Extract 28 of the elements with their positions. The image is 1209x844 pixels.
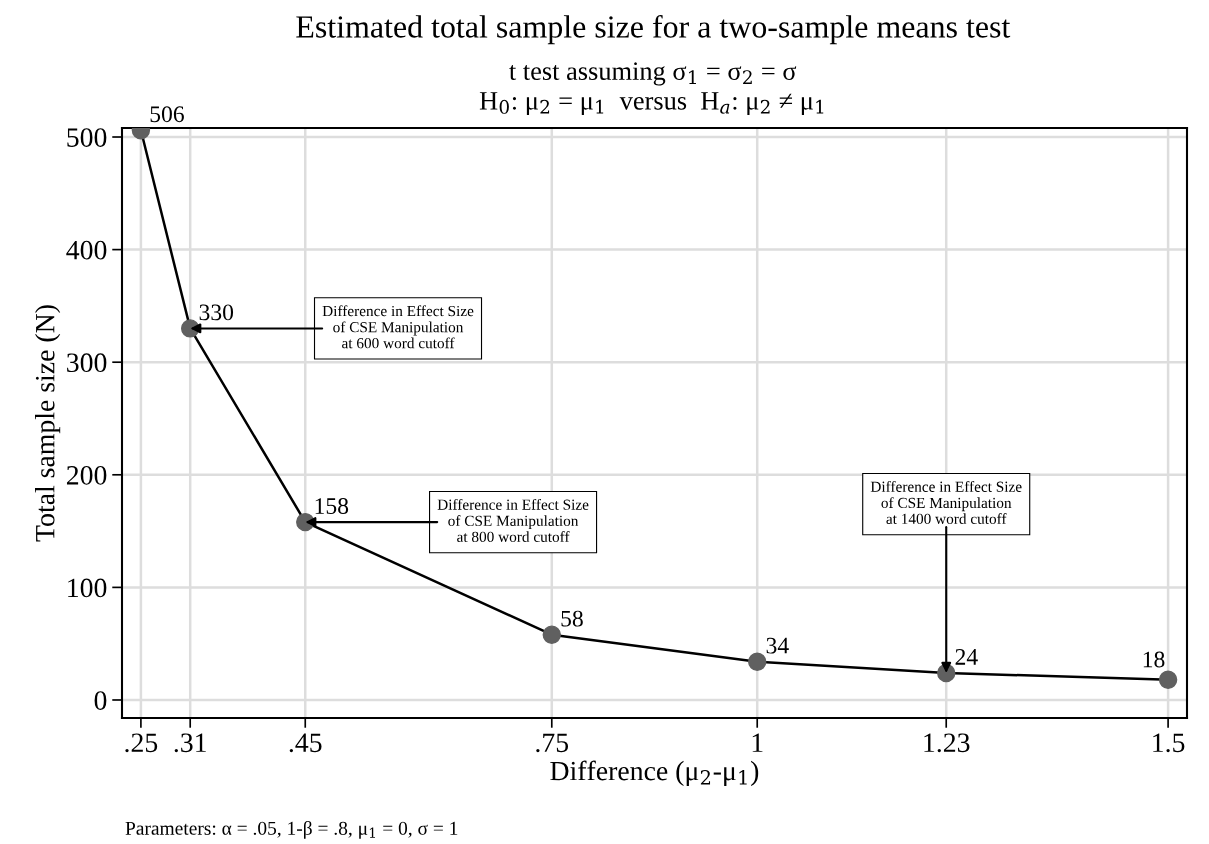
x-axis-title: Difference (μ$_{2}$-μ$_{1}$) (550, 760, 759, 787)
x-tick-label: 1 (752, 733, 763, 752)
data-label: 158 (315, 498, 349, 514)
annotation: Difference in Effect Size of CSE Manipulation at 1400 word cutoff (870, 480, 1022, 525)
data-label: 330 (199, 304, 234, 321)
x-tick-label: .45 (289, 733, 322, 753)
chart-title: Estimated total sample size for a two-sample means test (296, 14, 1011, 45)
x-tick-label: 1.5 (1153, 733, 1185, 753)
y-tick-label: 200 (66, 465, 107, 485)
annotation: Difference in Effect Size of CSE Manipulation at 800 word cutoff (437, 498, 589, 542)
y-tick-label: 300 (67, 353, 107, 373)
data-label: 18 (1143, 651, 1165, 668)
x-tick-label: .31 (174, 733, 206, 753)
text: Parameters: α = .05, 1-β = .8, μ$_{1}$ = 0, σ = 1 (125, 820, 458, 839)
y-tick-label: 100 (68, 578, 107, 598)
data-label: 34 (766, 637, 789, 654)
x-tick-label: .25 (125, 733, 158, 753)
x-tick-label: 1.23 (924, 733, 970, 753)
text: t test assuming σ$_{1}$ = σ$_{2}$ = σ H$_{0}$: μ$_{2}$ = μ$_{1}$ versus H$_{a}$: μ$_{2}$ ≠ μ$_{1}$ (479, 62, 824, 116)
annotation: Difference in Effect Size of CSE Manipulation at 600 word cutoff (322, 305, 474, 349)
data-label: 506 (150, 106, 184, 123)
y-axis-title: Total sample size (N) (35, 305, 61, 542)
x-tick-label: .75 (536, 733, 569, 753)
data-label: 58 (561, 610, 583, 627)
y-tick-label: 500 (67, 128, 107, 147)
y-tick-label: 400 (66, 240, 107, 260)
data-label: 24 (955, 648, 978, 665)
y-tick-label: 0 (94, 691, 107, 710)
